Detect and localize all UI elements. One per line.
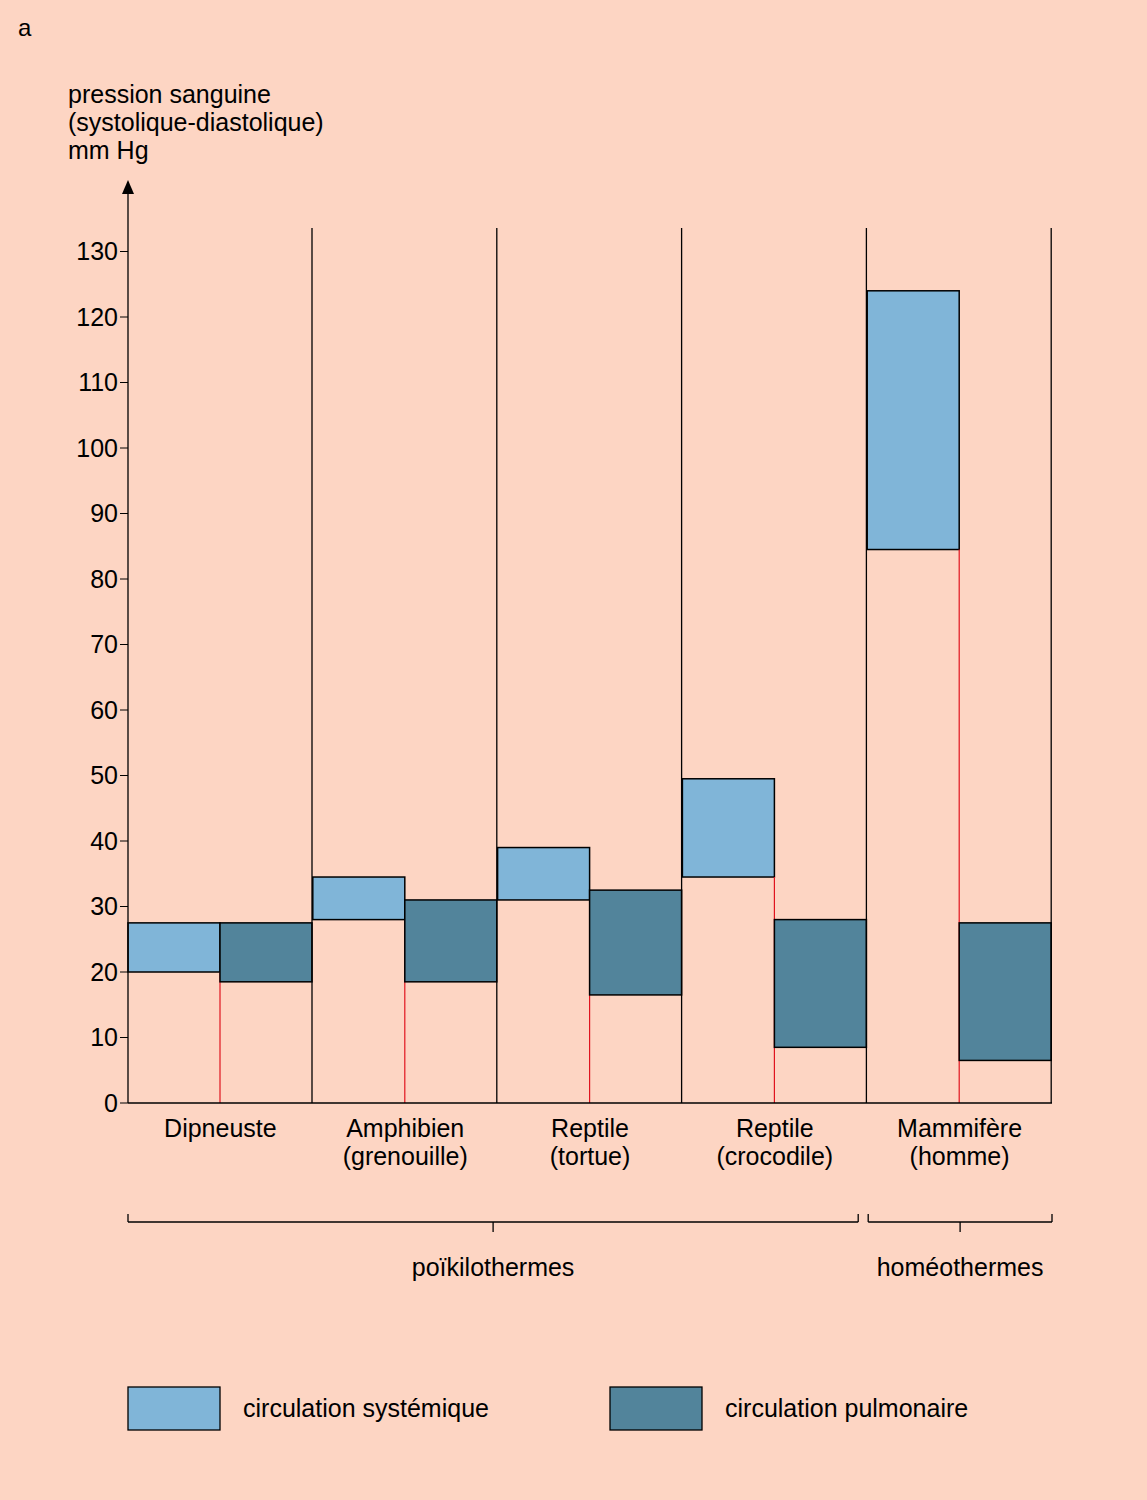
svg-text:0: 0: [104, 1089, 118, 1117]
svg-text:circulation pulmonaire: circulation pulmonaire: [725, 1394, 968, 1422]
svg-text:Reptile: Reptile: [551, 1114, 629, 1142]
svg-text:(tortue): (tortue): [550, 1142, 631, 1170]
svg-text:(homme): (homme): [910, 1142, 1010, 1170]
html-text:pression sanguine: pression sanguine: [68, 80, 271, 108]
svg-text:130: 130: [76, 237, 118, 265]
svg-text:120: 120: [76, 303, 118, 331]
svg-text:Mammifère: Mammifère: [897, 1114, 1022, 1142]
html-text:mm Hg: mm Hg: [68, 136, 149, 164]
svg-text:poïkilothermes: poïkilothermes: [412, 1253, 575, 1281]
svg-text:90: 90: [90, 499, 118, 527]
svg-text:110: 110: [78, 368, 118, 396]
svg-text:circulation systémique: circulation systémique: [243, 1394, 489, 1422]
html-text:(systolique-diastolique): (systolique-diastolique): [68, 108, 324, 136]
svg-text:100: 100: [76, 434, 118, 462]
svg-text:30: 30: [90, 892, 118, 920]
svg-text:50: 50: [90, 761, 118, 789]
svg-text:Reptile: Reptile: [736, 1114, 814, 1142]
svg-text:80: 80: [90, 565, 118, 593]
svg-text:10: 10: [90, 1023, 118, 1051]
svg-text:40: 40: [90, 827, 118, 855]
svg-text:Amphibien: Amphibien: [346, 1114, 464, 1142]
svg-text:(grenouille): (grenouille): [343, 1142, 468, 1170]
html-text:a: a: [18, 14, 32, 41]
svg-text:20: 20: [90, 958, 118, 986]
svg-text:60: 60: [90, 696, 118, 724]
svg-text:70: 70: [90, 630, 118, 658]
svg-text:Dipneuste: Dipneuste: [164, 1114, 277, 1142]
svg-text:(crocodile): (crocodile): [716, 1142, 833, 1170]
svg-text:homéothermes: homéothermes: [877, 1253, 1044, 1281]
